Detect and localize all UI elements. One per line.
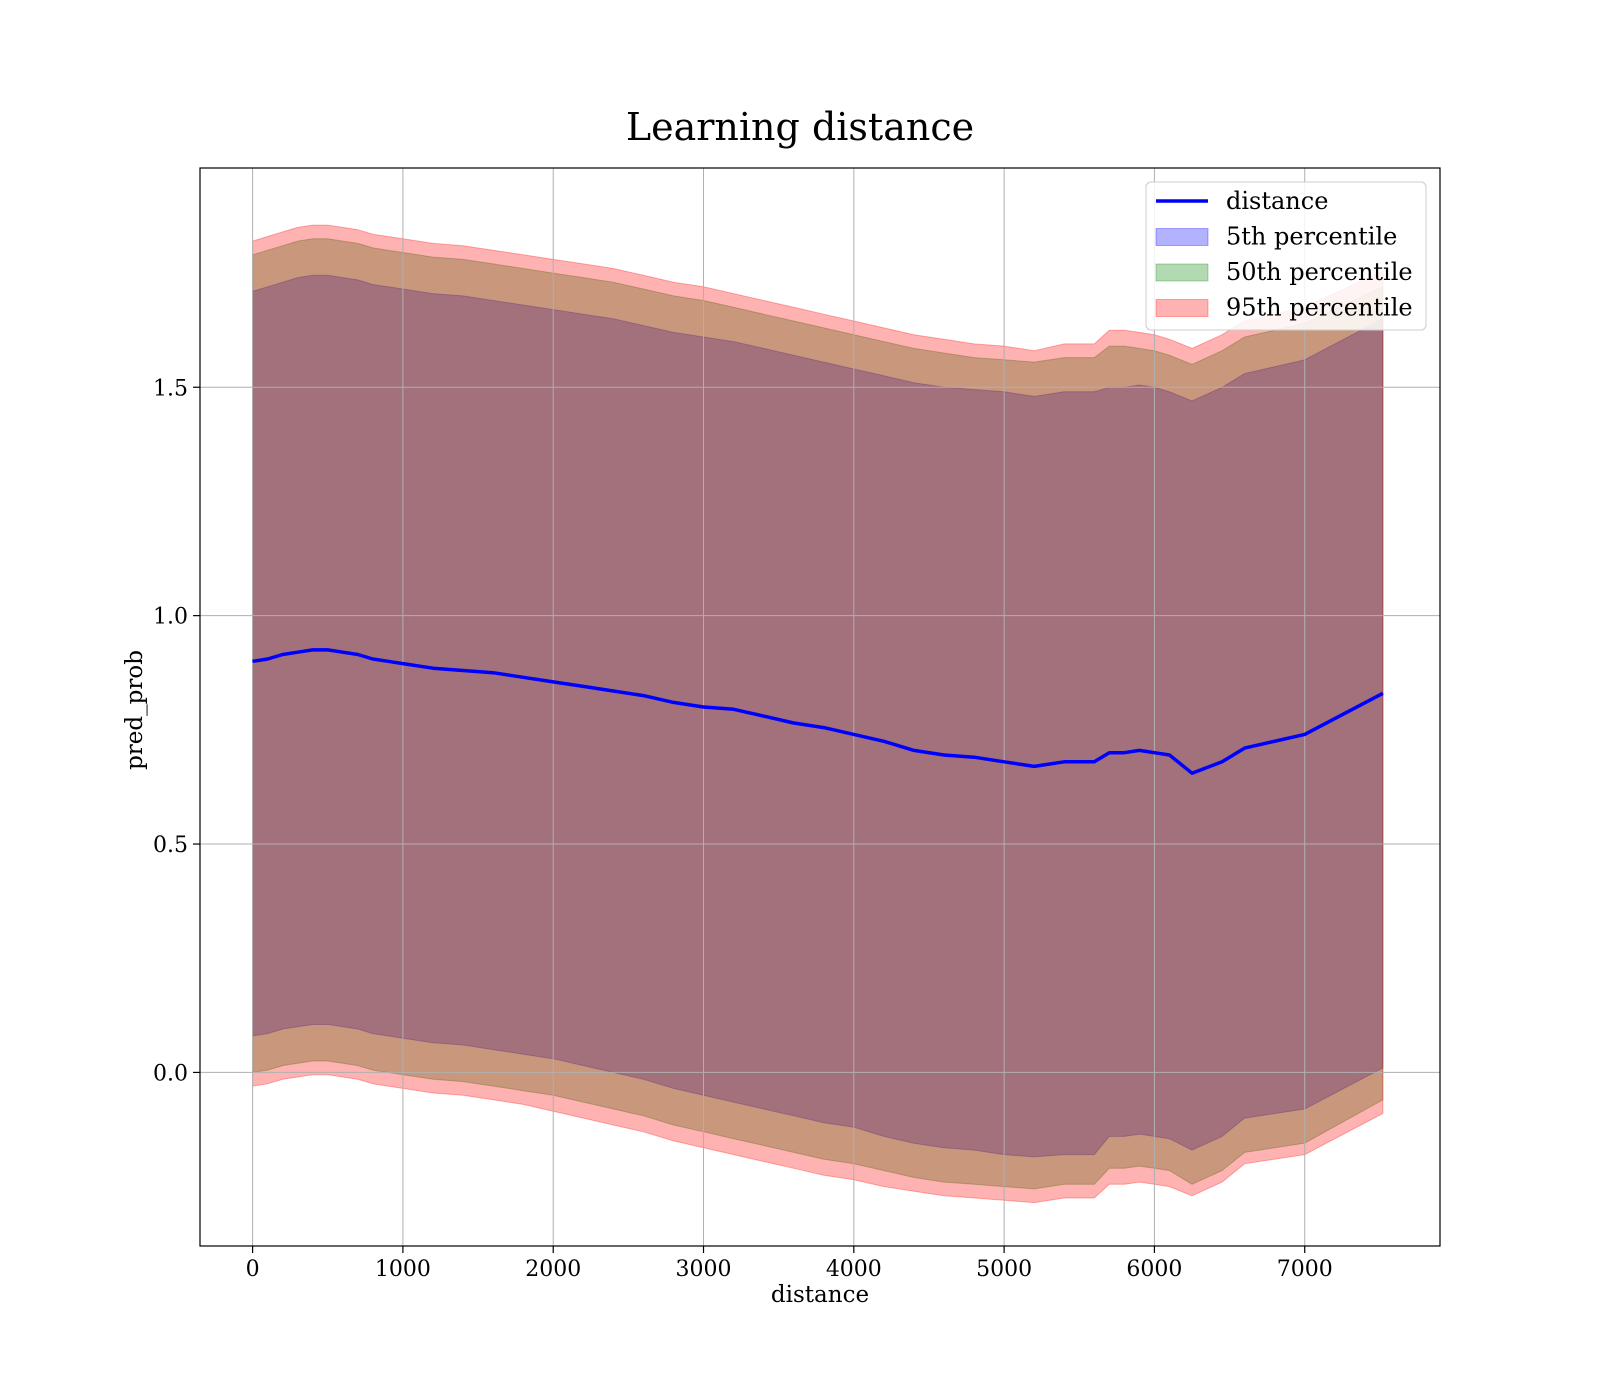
x-tick-label: 3000 xyxy=(676,1257,732,1282)
legend-swatch xyxy=(1155,263,1209,282)
band-50th-percentile xyxy=(252,238,1384,1190)
grid-lines xyxy=(200,168,1440,1246)
y-tick-label: 1.5 xyxy=(153,376,188,401)
x-tick-label: 4000 xyxy=(826,1257,882,1282)
x-tick-label: 0 xyxy=(246,1257,260,1282)
series-line-distance xyxy=(252,648,1384,775)
plot-frame xyxy=(199,167,1441,1247)
band-95th-percentile xyxy=(252,224,1384,1204)
x-tick-label: 1000 xyxy=(375,1257,431,1282)
x-axis-label: distance xyxy=(771,1282,869,1308)
x-axis-ticks: 0 1000 2000 3000 4000 5000 6000 7000 xyxy=(246,1246,1333,1282)
legend-entry-label: 95th percentile xyxy=(1226,294,1413,322)
legend-entry-label: 50th percentile xyxy=(1226,258,1413,286)
legend-entry-label: distance xyxy=(1226,187,1328,215)
legend-swatch xyxy=(1155,299,1209,317)
percentile-bands xyxy=(252,224,1384,1204)
legend-box xyxy=(1145,181,1427,331)
x-tick-label: 5000 xyxy=(976,1257,1032,1282)
x-tick-label: 2000 xyxy=(525,1257,581,1282)
legend-swatch xyxy=(1155,228,1209,246)
y-axis-label: pred_prob xyxy=(122,650,148,770)
legend: distance 5th percentile 50th percentile 95t… xyxy=(1145,181,1427,331)
y-axis-ticks: 0.0 0.5 1.0 1.5 xyxy=(153,376,200,1086)
band-5th-percentile xyxy=(252,274,1384,1158)
x-tick-label: 7000 xyxy=(1277,1257,1333,1282)
chart-title: Learning distance xyxy=(626,105,974,149)
y-tick-label: 0.0 xyxy=(153,1061,188,1086)
y-tick-label: 1.0 xyxy=(153,605,188,630)
x-tick-label: 6000 xyxy=(1126,1257,1182,1282)
distance-line-layer xyxy=(252,648,1384,775)
y-tick-label: 0.5 xyxy=(153,833,188,858)
legend-entry-label: 5th percentile xyxy=(1226,223,1397,251)
